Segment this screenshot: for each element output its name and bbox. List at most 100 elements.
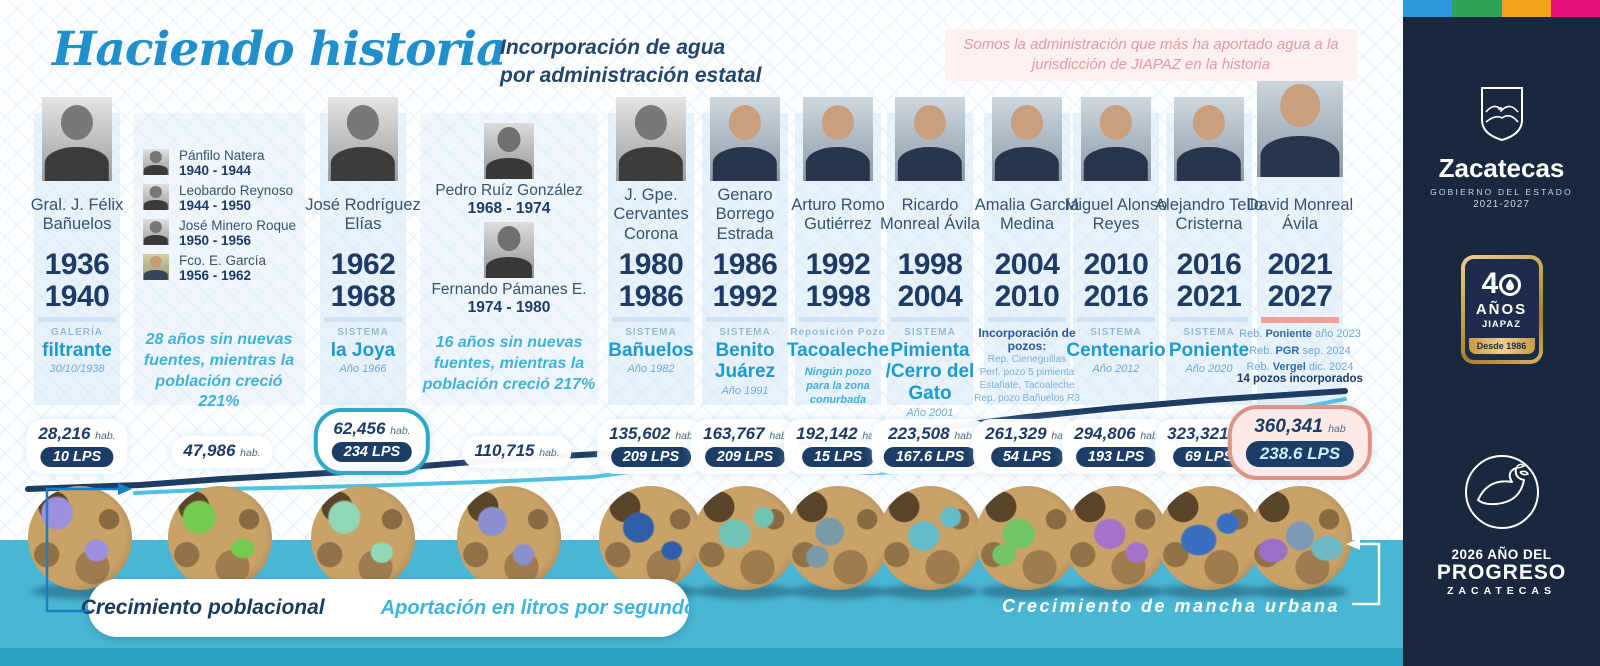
term-years: 1974 - 1980 [467, 299, 551, 316]
system-block: GALERÍA filtrante 30/10/1938 [42, 327, 112, 376]
term-years: 2016 2021 [1176, 248, 1242, 313]
urban-map-circle [786, 486, 890, 590]
population-value: 135,602 hab [609, 424, 693, 443]
term-years: 2010 2016 [1083, 248, 1149, 313]
term-years: 1968 - 1974 [467, 200, 551, 217]
governor-photo [484, 123, 534, 179]
works-list: Reb. Poniente año 2023 Reb. PGR sep. 202… [1218, 326, 1382, 376]
work-line: Reb. PGR sep. 2024 [1249, 344, 1351, 357]
wells-callout: 14 pozos incorporados [1237, 373, 1363, 385]
subtitle-line2: por administración estatal [500, 63, 762, 87]
stat-card: 135,602 hab 209 LPS [597, 419, 705, 474]
lps-pill: 234 LPS [331, 442, 413, 462]
zacatecas-logo: Zacatecas GOBIERNO DEL ESTADO 2021-2027 [1403, 86, 1600, 210]
sidebar: Zacatecas GOBIERNO DEL ESTADO 2021-2027 … [1403, 0, 1600, 666]
system-head: Incorporación de pozos: [978, 326, 1076, 354]
divider [1077, 317, 1155, 322]
term-years: 1980 1986 [618, 248, 684, 313]
system-block: SISTEMA la Joya Año 1966 [330, 327, 396, 376]
term-years: 1962 1968 [330, 248, 396, 313]
system-block: SISTEMA Poniente Año 2020 [1168, 327, 1250, 376]
term-years: 1998 2004 [897, 248, 963, 313]
page-title: Haciendo historia [52, 22, 507, 77]
urban-map-circle [693, 486, 797, 590]
governor-name: J. Gpe. Cervantes Corona [613, 185, 689, 243]
governor-photo [42, 97, 112, 181]
population-value: 163,767 hab [703, 424, 787, 443]
system-block: Incorporación de pozos: Rep. Cieneguilla… [959, 326, 1095, 405]
governor-name: Alejandro Tello Cristerna [1155, 195, 1263, 233]
lps-pill: 209 LPS [610, 447, 692, 467]
divider [1261, 317, 1339, 323]
governor-name: Ricardo Monreal Ávila [880, 195, 980, 233]
urban-map-circle [1248, 486, 1352, 590]
strip-orange [1501, 0, 1551, 17]
governor-photo [1174, 97, 1244, 181]
legend-population: Crecimiento poblacional [80, 596, 325, 619]
term-years: 1956 - 1962 [179, 268, 252, 284]
governor-name: Amalia García Medina [974, 195, 1080, 233]
term-years: 2004 2010 [994, 248, 1060, 313]
governor-name: Genaro Borrego Estrada [715, 185, 775, 243]
stat-card: 47,986 hab. [171, 436, 273, 468]
divider [891, 317, 969, 322]
governor-name: Fernando Pámanes E. [431, 281, 587, 298]
governor-photo [616, 97, 686, 181]
population-value: 110,715 hab. [474, 441, 560, 460]
legend-urban-growth: Crecimiento de mancha urbana [1001, 596, 1341, 616]
lps-pill: 193 LPS [1075, 447, 1157, 467]
stat-card-highlight-salmon: 360,341 hab 238.6 LPS [1227, 405, 1373, 480]
divider [38, 317, 116, 322]
population-value: 223,508 hab [888, 424, 972, 443]
term-years: 2021 2027 [1267, 248, 1333, 313]
governor-name: Arturo Romo Gutiérrez [791, 195, 885, 233]
right-arrow-icon [1346, 538, 1360, 550]
governor-photo [143, 149, 169, 175]
governor-photo [895, 97, 965, 181]
stat-card: 110,715 hab. [462, 436, 572, 468]
urban-map-circle [311, 486, 415, 590]
left-bracket [45, 487, 118, 613]
stat-card: 163,767 hab 209 LPS [691, 419, 799, 474]
divider [1170, 317, 1248, 322]
system-block: Reposición Pozo Tacoaleche Ningún pozo p… [786, 327, 890, 406]
urban-map-circle [168, 486, 272, 590]
governor-name: Pánfilo Natera [179, 148, 265, 163]
governor-photo [143, 219, 169, 245]
urban-map-circle [878, 486, 982, 590]
period-note: 28 años sin nuevas fuentes, mientras la … [143, 331, 295, 411]
strip-pink [1550, 0, 1600, 17]
governor-photo [1081, 97, 1151, 181]
population-value: 360,341 hab [1254, 416, 1346, 437]
governor-name: José Rodríguez Elías [305, 195, 421, 233]
divider [324, 317, 402, 322]
term-years: 1944 - 1950 [179, 198, 252, 214]
divider [988, 317, 1066, 322]
state-shield-icon [1480, 87, 1523, 142]
governor-photo [328, 97, 398, 181]
governor-row: José Minero Roque 1950 - 1956 [143, 218, 301, 248]
left-arrow-icon [118, 483, 132, 495]
divider [799, 317, 877, 322]
state-name: Zacatecas [1438, 153, 1565, 183]
main-area: Haciendo historia Incorporación de agua … [0, 0, 1403, 666]
governor-photo [803, 97, 873, 181]
legend-box: Crecimiento poblacional Aportación en li… [81, 579, 696, 637]
governor-photo [710, 97, 780, 181]
lps-pill: 238.6 LPS [1245, 441, 1355, 467]
lps-pill: 69 LPS [1172, 447, 1246, 467]
progress-line1: 2026 AÑO DEL [1451, 547, 1552, 562]
progress-line2: PROGRESO [1436, 561, 1567, 584]
term-years: 1950 - 1956 [179, 233, 252, 249]
page-subtitle: Incorporación de agua por administración… [500, 34, 761, 89]
governor-row: Fco. E. García 1956 - 1962 [143, 253, 301, 283]
jiapaz-40-badge: 4 AÑOS JIAPAZ Desde 1986 [1460, 255, 1543, 364]
governor-name: Gral. J. Félix Bañuelos [30, 195, 124, 233]
population-value: 294,806 hab [1074, 424, 1158, 443]
lps-pill: 167.6 LPS [883, 447, 977, 467]
governor-name: Fco. E. García [179, 253, 267, 268]
color-strip [1403, 0, 1600, 17]
strip-green [1452, 0, 1502, 17]
population-value: 47,986 hab. [183, 441, 261, 460]
state-subtitle: GOBIERNO DEL ESTADO [1430, 187, 1573, 197]
